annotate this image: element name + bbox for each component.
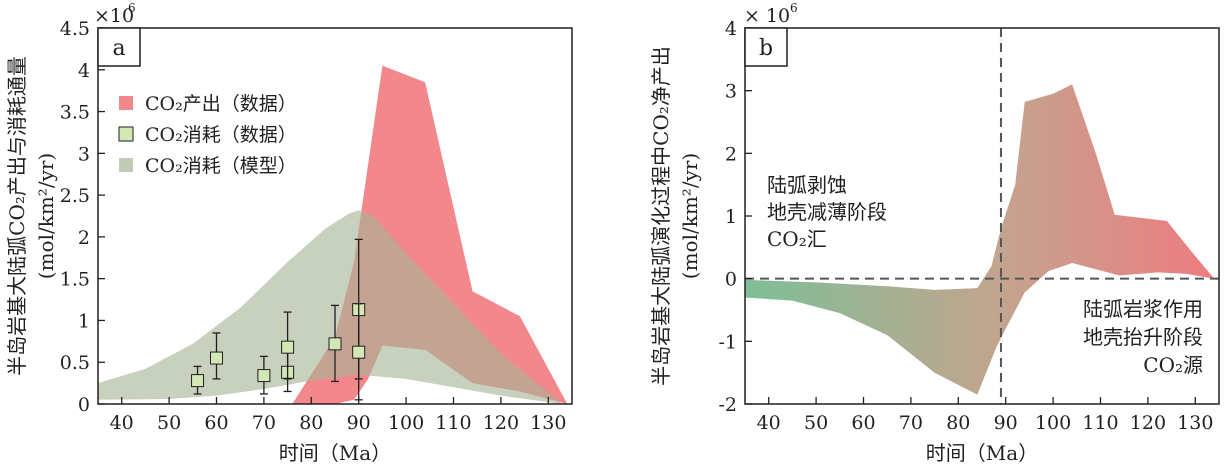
annotation-source: 陆弧岩浆作用 地壳抬升阶段 CO₂源 [1083,297,1203,377]
x-tick-label-b: 70 [899,412,923,434]
y-tick-label-b: 2 [725,143,737,165]
x-tick-label-a: 100 [388,412,424,434]
x-tick-label-a: 40 [110,412,134,434]
plot-frame-a [97,27,573,405]
y-tick-label-b: 4 [725,18,737,40]
plot-area-b [745,28,1219,404]
legend-swatch-consumption-data [118,126,134,142]
panel-label-a: a [112,36,125,61]
annotation-sink: 陆弧剥蚀 地壳减薄阶段 CO₂汇 [767,173,887,251]
annotation-source-line2: 地壳抬升阶段 [1083,325,1203,349]
x-tick-label-a: 60 [204,412,228,434]
y-tick-label-a: 2.5 [60,185,90,207]
point-marker [191,374,205,388]
x-tick-label-b: 100 [1035,412,1071,434]
annotation-source-line1: 陆弧岩浆作用 [1083,297,1203,321]
data-point [352,303,366,401]
x-axis-b: 40 50 60 70 80 90 100 110 120 130 [757,397,1213,434]
x-tick-label-a: 120 [483,412,519,434]
x-tick-label-a: 130 [530,412,566,434]
multiplier-a: ×10 [94,5,134,27]
y-tick-label-a: 1.5 [60,269,90,291]
legend-label-consumption-data: CO₂消耗（数据） [145,124,297,146]
x-tick-label-b: 60 [851,412,875,434]
x-tick-label-a: 110 [435,412,471,434]
y-tick-label-a: 3 [78,143,90,165]
x-tick-label-b: 80 [946,412,970,434]
y-tick-label-b: 0 [725,269,737,291]
point-marker [281,340,295,354]
y-tick-label-a: 4 [78,60,90,82]
y-tick-label-b: 1 [725,206,737,228]
annotation-sink-line2: 地壳减薄阶段 [767,200,887,224]
y-axis-a: 0 0.5 1 1.5 2 2.5 3 3.5 4 4.5 [60,18,105,416]
multiplier-b: × 10 [744,5,790,27]
data-point [210,332,223,380]
y-tick-label-b: -2 [718,394,737,416]
data-point [328,304,342,383]
data-point [191,365,205,395]
point-marker [352,345,366,359]
plot-area-a [98,65,568,404]
y-tick-label-a: 0.5 [60,352,90,374]
annotation-sink-line3: CO₂汇 [767,227,827,251]
panel-a: 40 50 60 70 80 90 100 110 120 130 0 0.5 1 1.5 2 2.5 3 3.… [5,1,573,465]
point-marker [328,337,342,351]
multiplier-exp-a: 6 [128,1,136,15]
point-marker [257,369,271,383]
x-tick-label-b: 50 [804,412,828,434]
annotation-source-line3: CO₂源 [1143,353,1203,377]
y-tick-label-b: -1 [718,331,737,353]
y-tick-label-a: 3.5 [60,102,90,124]
x-tick-label-b: 120 [1130,412,1166,434]
y-tick-label-a: 1 [78,310,90,332]
legend-a: CO₂产出（数据） CO₂消耗（数据） CO₂消耗（模型） [118,93,297,177]
multiplier-exp-b: 6 [790,1,798,15]
x-tick-label-a: 50 [157,412,181,434]
y-tick-label-a: 0 [78,394,90,416]
y-axis-label-a-line1: 半岛岩基大陆弧CO₂产出与消耗通量 [5,56,29,376]
data-point [281,311,295,380]
x-axis-label-a: 时间（Ma） [279,441,391,465]
x-axis-a: 40 50 60 70 80 90 100 110 120 130 [110,397,566,434]
annotation-sink-line1: 陆弧剥蚀 [767,173,847,197]
panel-label-box-b [744,27,788,67]
point-marker [210,351,223,365]
x-tick-label-b: 130 [1177,412,1213,434]
x-tick-label-a: 70 [252,412,276,434]
legend-swatch-output [119,96,133,110]
legend-label-consumption-model: CO₂消耗（模型） [145,155,297,177]
panel-label-b: b [759,36,773,61]
y-axis-label-a-line2: (mol/km²/yr) [34,153,58,279]
y-axis-label-b-line1: 半岛岩基大陆弧演化过程中CO₂净产出 [649,46,673,386]
panel-label-box-a [97,27,141,67]
x-axis-label-b: 时间（Ma） [926,441,1038,465]
x-tick-label-a: 80 [299,412,323,434]
y-axis-b: -2 -1 0 1 2 3 4 [718,18,752,416]
y-tick-label-a: 4.5 [60,18,90,40]
y-tick-label-a: 2 [78,227,90,249]
x-tick-label-b: 110 [1082,412,1118,434]
y-tick-label-b: 3 [725,81,737,103]
x-tick-label-b: 40 [757,412,781,434]
data-point [257,355,271,395]
legend-swatch-consumption-model [119,158,133,172]
co2-consumption-data-points [191,238,366,401]
x-tick-label-b: 90 [994,412,1018,434]
net-co2-band [745,84,1215,395]
x-tick-label-a: 90 [347,412,371,434]
legend-label-output: CO₂产出（数据） [145,93,297,115]
y-axis-label-b-line2: (mol/km²/yr) [678,153,702,279]
